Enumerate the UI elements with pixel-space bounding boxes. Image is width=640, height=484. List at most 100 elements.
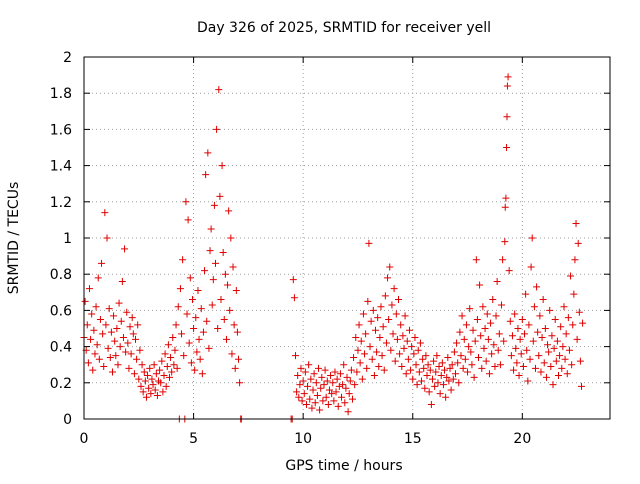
data-point [487,319,495,327]
data-point [559,343,567,351]
y-tick-label: 2 [63,50,72,66]
data-point [302,401,310,409]
data-point [293,388,301,396]
data-point [462,321,470,329]
data-point [437,372,445,380]
data-point [479,303,487,311]
data-point [491,363,499,371]
data-point [385,315,393,323]
data-point [470,373,478,381]
y-tick-label: 1 [63,231,72,247]
data-point [397,321,405,329]
data-point [482,357,490,365]
data-point [507,352,515,360]
data-point [107,328,115,336]
data-point [494,346,502,354]
data-point [430,357,438,365]
data-point [122,348,130,356]
data-point [231,364,239,372]
data-point [118,277,126,285]
data-point [521,330,529,338]
data-point [99,330,107,338]
data-point [485,370,493,378]
data-point [187,359,195,367]
x-tick-label: 5 [189,431,198,447]
data-point [473,315,481,323]
data-point [323,377,331,385]
data-point [96,315,104,323]
data-point [393,335,401,343]
data-point [232,286,240,294]
data-point [310,370,318,378]
data-point [564,314,572,322]
data-point [222,335,230,343]
data-point [505,267,513,275]
data-point [95,355,103,363]
data-point [480,344,488,352]
data-point [436,390,444,398]
data-point [146,364,154,372]
data-point [563,370,571,378]
data-point [411,334,419,342]
data-point [540,359,548,367]
data-point [121,245,129,253]
axis-ticks: 00.20.40.60.811.21.41.61.820 5 10 15 20 [50,50,610,447]
data-point [466,305,474,313]
data-point [185,339,193,347]
data-point [427,401,435,409]
data-point [336,370,344,378]
data-point [388,301,396,309]
data-point [126,323,134,331]
data-point [295,393,303,401]
data-point [89,366,97,374]
data-point [523,346,531,354]
data-point [203,317,211,325]
data-point [180,352,188,360]
data-point [422,352,430,360]
data-point [184,216,192,224]
data-point [392,310,400,318]
data-point [358,375,366,383]
data-point [127,350,135,358]
data-point [320,381,328,389]
data-point [419,355,427,363]
data-point [208,301,216,309]
data-point [134,321,142,329]
data-point [415,368,423,376]
data-point [421,384,429,392]
data-point [506,317,514,325]
data-point [206,247,214,255]
data-point [152,370,160,378]
data-point [182,198,190,206]
data-point [330,397,338,405]
data-point [307,375,315,383]
data-point [561,355,569,363]
data-point [501,203,509,211]
data-point [502,194,510,202]
data-point [348,395,356,403]
data-point [527,263,535,271]
data-point [484,335,492,343]
data-point [477,332,485,340]
data-point [374,314,382,322]
data-point [434,379,442,387]
data-point [447,386,455,394]
data-point [488,350,496,358]
data-point [557,323,565,331]
data-point [113,325,121,332]
data-point [84,359,92,367]
data-point [524,377,532,385]
data-point [172,321,180,329]
data-point [399,332,407,340]
data-point [328,390,336,398]
data-point [441,366,449,374]
data-point [136,346,144,354]
data-point [459,364,467,372]
data-point [205,344,213,352]
data-point [290,294,298,302]
data-point [104,344,112,352]
data-point [501,238,509,246]
data-point [300,390,308,398]
data-point [87,335,95,343]
